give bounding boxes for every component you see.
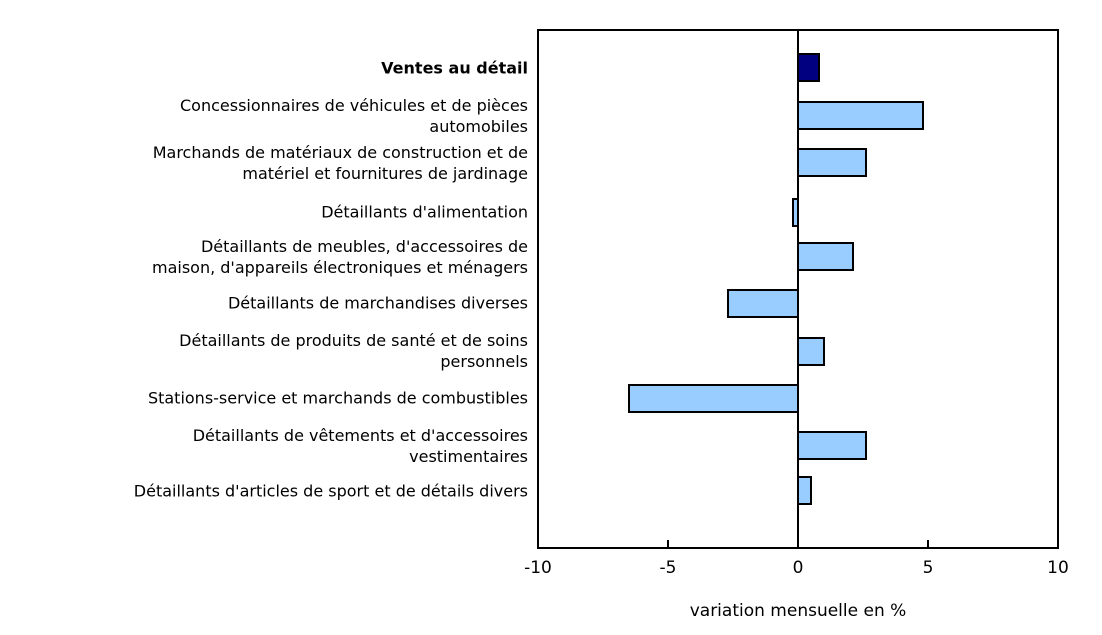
- plot-area: [537, 29, 1059, 549]
- category-label-7: Stations-service et marchands de combust…: [147, 388, 528, 408]
- chart-bar-5: [726, 288, 799, 318]
- x-tick-label: 10: [1047, 558, 1069, 578]
- x-tick-label: -10: [524, 558, 552, 578]
- chart-bar-2: [797, 148, 867, 177]
- category-label-9: Détaillants d'articles de sport et de dé…: [133, 481, 528, 500]
- x-tick-label: -5: [659, 558, 677, 578]
- category-label-6: Détaillants de produits de santé et de s…: [179, 331, 528, 371]
- chart-bar-6: [797, 336, 825, 366]
- category-label-0: Ventes au détail: [381, 58, 528, 77]
- category-label-4: Détaillants de meubles, d'accessoires de…: [152, 236, 528, 277]
- category-label-3: Détaillants d'alimentation: [321, 202, 528, 222]
- x-tick-mark: [927, 540, 929, 547]
- chart-bar-9: [797, 476, 812, 505]
- x-axis-title: variation mensuelle en %: [689, 601, 907, 621]
- chart-bar-0: [797, 53, 820, 82]
- x-tick-label: 5: [922, 558, 934, 578]
- chart-bar-3: [791, 197, 799, 227]
- chart-bar-1: [797, 101, 924, 130]
- x-tick-label: 0: [792, 558, 804, 578]
- x-tick-mark: [667, 540, 669, 547]
- category-label-1: Concessionnaires de véhicules et de pièc…: [179, 95, 528, 136]
- category-label-5: Détaillants de marchandises diverses: [227, 293, 528, 313]
- chart-bar-4: [797, 242, 854, 271]
- category-label-2: Marchands de matériaux de construction e…: [152, 142, 528, 183]
- chart-bar-7: [628, 383, 799, 413]
- chart-bar-8: [797, 431, 867, 460]
- category-label-8: Détaillants de vêtements et d'accessoire…: [192, 425, 528, 466]
